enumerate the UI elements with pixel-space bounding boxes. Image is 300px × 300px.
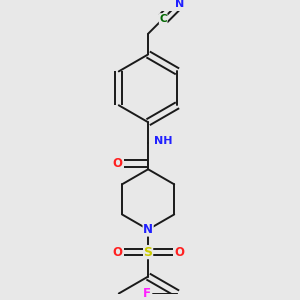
Text: N: N xyxy=(143,223,153,236)
Text: S: S xyxy=(144,246,153,259)
Text: O: O xyxy=(174,246,184,259)
Text: F: F xyxy=(142,287,150,300)
Text: C: C xyxy=(159,14,167,24)
Text: NH: NH xyxy=(154,136,172,146)
Text: O: O xyxy=(112,157,122,170)
Text: N: N xyxy=(176,0,185,9)
Text: O: O xyxy=(112,246,122,259)
